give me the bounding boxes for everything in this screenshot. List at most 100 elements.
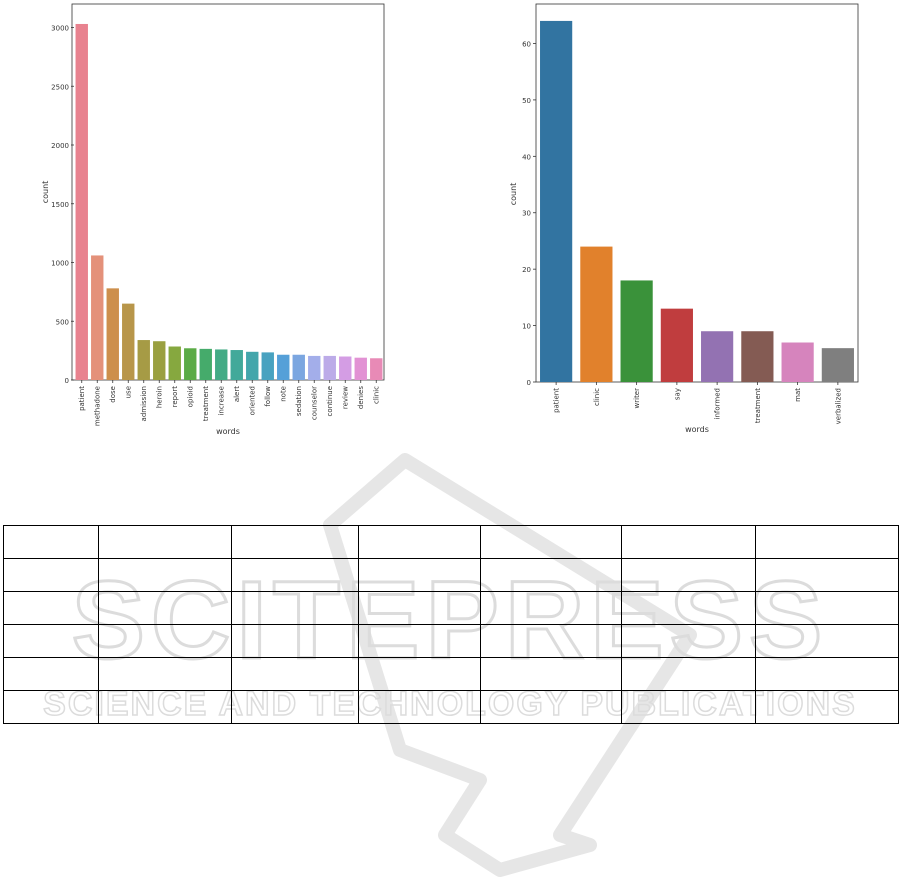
x-ticks: patient clinic writer say informed treatment m… xyxy=(553,382,842,424)
y-tick-label: 500 xyxy=(56,318,69,326)
table-cell xyxy=(755,624,899,658)
y-tick-label: 2500 xyxy=(51,83,69,91)
x-tick-label: clinic xyxy=(593,388,601,406)
bar-verbalized xyxy=(821,348,854,382)
table-cell xyxy=(480,657,622,691)
y-tick-label: 1000 xyxy=(51,260,69,268)
y-tick-label: 2000 xyxy=(51,142,69,150)
table-cell xyxy=(621,624,756,658)
y-ticks: 0 500 1000 1500 2000 2500 3000 xyxy=(51,25,74,385)
bar-use xyxy=(122,303,135,380)
table-cell xyxy=(755,525,899,559)
y-tick-label: 1500 xyxy=(51,201,69,209)
chart-right-word-counts: 0 10 20 30 40 50 60 patient clinic writer say info… xyxy=(509,3,859,434)
x-tick-label: sedation xyxy=(295,386,303,416)
table-cell xyxy=(231,591,359,625)
y-ticks: 0 10 20 30 40 50 60 xyxy=(522,40,536,387)
x-tick-label: dose xyxy=(109,386,117,403)
x-tick-label: note xyxy=(280,386,288,402)
bar-continue xyxy=(323,355,336,380)
x-tick-label: methadone xyxy=(94,386,102,426)
y-axis-label: count xyxy=(41,181,50,204)
table-cell xyxy=(358,690,481,724)
table-cell xyxy=(621,558,756,592)
x-tick-label: opioid xyxy=(187,386,195,407)
bar-alert xyxy=(230,350,243,380)
table-row xyxy=(3,525,899,559)
table-cell xyxy=(755,657,899,691)
bars xyxy=(75,23,383,380)
table-cell xyxy=(755,690,899,724)
bar-sedation xyxy=(292,354,305,380)
x-tick-label: mat xyxy=(794,388,802,402)
bar-say xyxy=(660,308,693,382)
x-tick-label: report xyxy=(171,386,179,408)
bar-informed xyxy=(701,331,734,382)
table-cell xyxy=(98,657,232,691)
table-cell xyxy=(480,624,622,658)
x-axis-label: words xyxy=(216,427,240,436)
bar-note xyxy=(277,354,290,380)
x-tick-label: follow xyxy=(264,386,272,407)
bar-opioid xyxy=(184,348,197,380)
x-tick-label: denies xyxy=(357,386,365,409)
y-tick-label: 0 xyxy=(527,379,531,387)
table-cell xyxy=(3,624,99,658)
bar-patient xyxy=(75,23,88,380)
table-cell xyxy=(3,591,99,625)
table-cell xyxy=(480,525,622,559)
bar-writer xyxy=(620,280,653,382)
bar-clinic xyxy=(580,246,613,382)
table-cell xyxy=(358,591,481,625)
y-tick-label: 0 xyxy=(65,377,69,385)
y-tick-label: 10 xyxy=(522,323,531,331)
table-cell xyxy=(98,558,232,592)
bar-report xyxy=(168,346,181,380)
x-tick-label: say xyxy=(673,388,681,400)
table-row xyxy=(3,624,899,658)
table-cell xyxy=(480,591,622,625)
bar-patient xyxy=(540,20,573,382)
bar-clinic xyxy=(370,358,383,380)
table-cell xyxy=(358,657,481,691)
table-cell xyxy=(231,657,359,691)
bar-review xyxy=(339,356,352,380)
bar-follow xyxy=(261,352,274,380)
table-cell xyxy=(98,525,232,559)
table-cell xyxy=(621,591,756,625)
table-row xyxy=(3,657,899,691)
table-row xyxy=(3,591,899,625)
bar-mat xyxy=(781,342,814,382)
x-tick-label: verbalized xyxy=(834,388,842,424)
x-tick-label: informed xyxy=(714,388,722,419)
table-cell xyxy=(98,591,232,625)
x-axis-label: words xyxy=(685,425,709,434)
table-cell xyxy=(231,690,359,724)
table-cell xyxy=(358,624,481,658)
table-cell xyxy=(621,690,756,724)
y-tick-label: 60 xyxy=(522,40,531,48)
x-tick-label: alert xyxy=(233,386,241,402)
y-tick-label: 20 xyxy=(522,266,531,274)
chart-left-word-counts: 0 500 1000 1500 2000 2500 3000 patient methadon… xyxy=(41,3,385,436)
table-cell xyxy=(3,558,99,592)
bars xyxy=(540,20,854,382)
table-row xyxy=(3,690,899,724)
x-tick-label: patient xyxy=(78,386,86,411)
table-cell xyxy=(3,657,99,691)
x-tick-label: treatment xyxy=(202,386,210,421)
table-cell xyxy=(621,525,756,559)
x-tick-label: heroin xyxy=(156,386,164,408)
x-tick-label: clinic xyxy=(373,386,381,404)
table-cell xyxy=(231,624,359,658)
table-cell xyxy=(621,657,756,691)
plot-frame xyxy=(71,3,385,381)
x-tick-label: counselor xyxy=(311,386,319,420)
bar-dose xyxy=(106,288,119,380)
bar-increase xyxy=(215,349,228,380)
x-tick-label: patient xyxy=(553,388,561,413)
table-cell xyxy=(3,690,99,724)
x-ticks: patient methadone dose use admission heroin re… xyxy=(78,380,381,426)
x-tick-label: review xyxy=(342,386,350,409)
empty-table xyxy=(3,525,899,724)
